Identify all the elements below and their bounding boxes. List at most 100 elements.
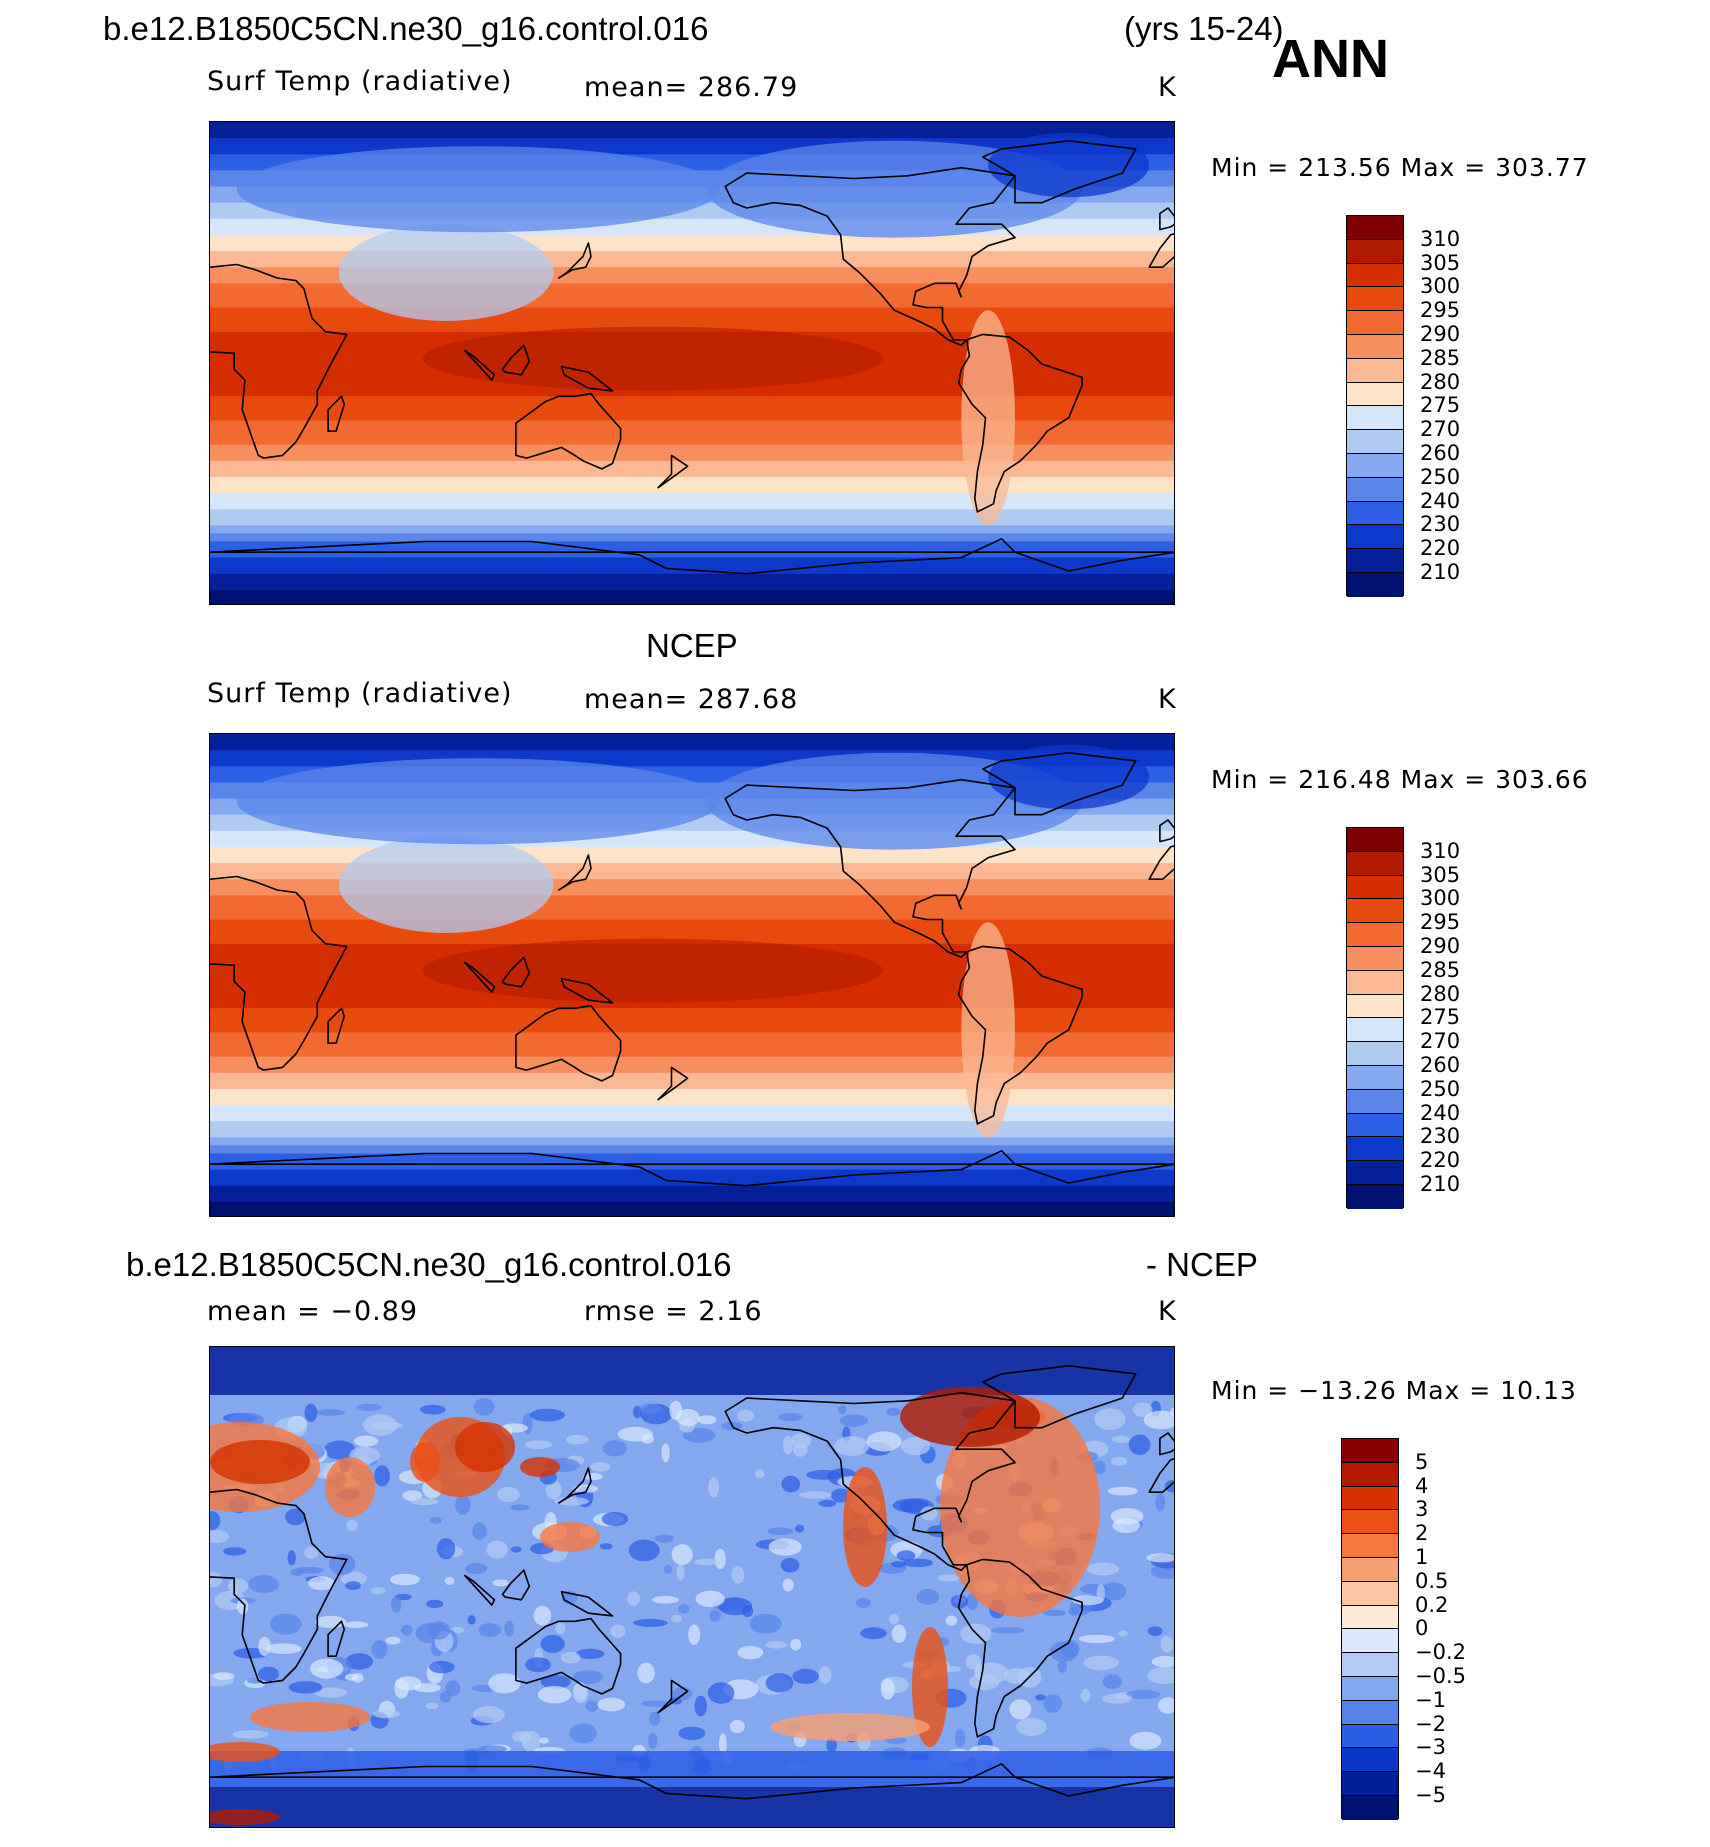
colorbar-tick-label: −0.5 bbox=[1415, 1664, 1466, 1688]
colorbar-swatch bbox=[1347, 899, 1403, 924]
colorbar-swatch bbox=[1347, 454, 1403, 478]
map-canvas bbox=[210, 1347, 1174, 1827]
coastline bbox=[558, 242, 592, 279]
years-label: (yrs 15-24) bbox=[1124, 10, 1284, 47]
colorbar-swatch bbox=[1342, 1558, 1398, 1582]
colorbar-tick-label: 1 bbox=[1415, 1545, 1429, 1569]
coastline bbox=[210, 538, 1174, 575]
coastline bbox=[724, 166, 1016, 346]
case-title: b.e12.B1850C5CN.ne30_g16.control.016 bbox=[103, 10, 709, 47]
coastline bbox=[464, 961, 496, 993]
panel3-units: K bbox=[1158, 1296, 1177, 1327]
colorbar-swatch bbox=[1342, 1605, 1398, 1630]
colorbar-tick-label: 0.2 bbox=[1415, 1592, 1449, 1617]
model-surface-temperature-map bbox=[209, 121, 1175, 605]
coastline bbox=[501, 1569, 531, 1601]
colorbar-swatch bbox=[1347, 994, 1403, 1019]
season-label: ANN bbox=[1272, 29, 1389, 89]
map-canvas bbox=[210, 122, 1174, 604]
colorbar-tick-label: 0 bbox=[1415, 1616, 1429, 1641]
coastline bbox=[515, 392, 622, 470]
panel2-title: NCEP bbox=[646, 627, 738, 664]
panel3-mean: mean = −0.89 bbox=[207, 1296, 419, 1327]
colorbar-swatch bbox=[1347, 239, 1403, 264]
coastline bbox=[515, 1617, 622, 1695]
colorbar-tick-label: −5 bbox=[1415, 1783, 1446, 1807]
colorbar-swatch bbox=[1342, 1700, 1398, 1725]
colorbar-swatch bbox=[1342, 1724, 1398, 1749]
coastline bbox=[464, 1574, 496, 1606]
colorbar-tick-label: 240 bbox=[1420, 488, 1461, 513]
coastline bbox=[558, 854, 592, 891]
coastline bbox=[982, 1365, 1137, 1429]
coastline bbox=[327, 395, 345, 432]
ncep-surface-temperature-map bbox=[209, 733, 1175, 1217]
colorbar-swatch bbox=[1347, 430, 1403, 454]
coastline bbox=[210, 1150, 1174, 1187]
colorbar-swatch bbox=[1347, 970, 1403, 995]
colorbar-swatch bbox=[1342, 1439, 1398, 1463]
colorbar-tick-label: 5 bbox=[1415, 1449, 1429, 1474]
panel2-units: K bbox=[1158, 684, 1177, 715]
colorbar-swatch bbox=[1342, 1581, 1398, 1606]
colorbar-tick-label: 0.5 bbox=[1415, 1568, 1449, 1593]
colorbar-tick-label: 230 bbox=[1420, 512, 1461, 537]
colorbar-swatch bbox=[1347, 358, 1403, 383]
panel2-variable: Surf Temp (radiative) bbox=[207, 678, 513, 709]
colorbar-swatch bbox=[1347, 311, 1403, 335]
colorbar-tick-label: −2 bbox=[1415, 1711, 1446, 1736]
colorbar-swatch bbox=[1347, 573, 1403, 597]
colorbar-tick-label: 275 bbox=[1420, 1005, 1461, 1030]
colorbar-tick-label: 260 bbox=[1420, 1053, 1461, 1077]
colorbar-tick-label: 300 bbox=[1420, 886, 1461, 911]
coastline bbox=[724, 1391, 1016, 1571]
colorbar-tick-label: 240 bbox=[1420, 1100, 1461, 1125]
coastline bbox=[501, 956, 531, 988]
coastline bbox=[210, 875, 348, 1071]
panel1-variable: Surf Temp (radiative) bbox=[207, 66, 513, 97]
colorbar-swatches bbox=[1346, 827, 1404, 1209]
coastline bbox=[1159, 1432, 1174, 1456]
colorbar-swatch bbox=[1347, 1018, 1403, 1043]
colorbar-tick-label: 300 bbox=[1420, 274, 1461, 299]
panel1-minmax: Min = 213.56 Max = 303.77 bbox=[1211, 153, 1589, 182]
panel2-mean: mean= 287.68 bbox=[584, 684, 799, 715]
colorbar-swatch bbox=[1347, 263, 1403, 288]
coastline bbox=[1159, 819, 1174, 843]
colorbar-tick-label: −4 bbox=[1415, 1759, 1446, 1784]
colorbar-tick-label: 305 bbox=[1420, 250, 1461, 275]
colorbar-tick-label: 220 bbox=[1420, 1148, 1461, 1173]
coastline bbox=[982, 752, 1137, 816]
colorbar-swatch bbox=[1342, 1748, 1398, 1773]
coastline bbox=[1159, 207, 1174, 231]
colorbar-swatch bbox=[1342, 1462, 1398, 1487]
colorbar-swatches bbox=[1341, 1438, 1399, 1820]
colorbar-tick-label: 295 bbox=[1420, 298, 1461, 323]
colorbar-swatch bbox=[1342, 1653, 1398, 1677]
colorbar-swatch bbox=[1347, 875, 1403, 900]
panel3-title-right: - NCEP bbox=[1146, 1246, 1258, 1283]
colorbar-tick-label: 275 bbox=[1420, 393, 1461, 418]
coastline bbox=[210, 1488, 348, 1684]
colorbar-tick-label: 295 bbox=[1420, 910, 1461, 935]
colorbar-tick-label: 270 bbox=[1420, 1029, 1461, 1054]
colorbar-tick-label: 250 bbox=[1420, 464, 1461, 489]
difference-map bbox=[209, 1346, 1175, 1828]
coastline bbox=[560, 977, 614, 1004]
coastline bbox=[210, 263, 348, 459]
panel1-units: K bbox=[1158, 72, 1177, 103]
colorbar-tick-label: 210 bbox=[1420, 1172, 1461, 1196]
panel3-title-left: b.e12.B1850C5CN.ne30_g16.control.016 bbox=[126, 1246, 732, 1283]
coastline bbox=[327, 1007, 345, 1044]
coastline bbox=[982, 140, 1137, 204]
colorbar-swatch bbox=[1342, 1534, 1398, 1558]
colorbar-tick-label: 2 bbox=[1415, 1521, 1429, 1546]
colorbar-tick-label: 210 bbox=[1420, 560, 1461, 584]
colorbar-swatch bbox=[1347, 525, 1403, 550]
colorbar-tick-label: −1 bbox=[1415, 1687, 1446, 1712]
colorbar-tick-label: −3 bbox=[1415, 1735, 1446, 1760]
colorbar-tick-label: 280 bbox=[1420, 981, 1461, 1006]
colorbar-swatch bbox=[1347, 1042, 1403, 1066]
colorbar-tick-label: 310 bbox=[1420, 226, 1461, 251]
colorbar-swatch bbox=[1347, 1066, 1403, 1090]
